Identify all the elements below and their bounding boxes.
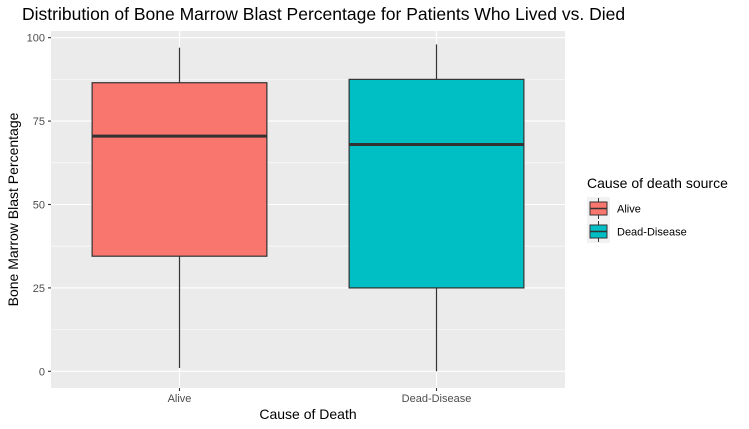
legend-label: Dead-Disease <box>617 227 687 239</box>
box-body <box>91 82 268 257</box>
legend-title: Cause of death source <box>587 175 728 191</box>
box-dead-disease <box>348 44 525 372</box>
y-tick-label: 0 <box>39 366 45 378</box>
y-tick-label: 100 <box>27 33 45 45</box>
y-axis: 0 25 50 75 100 <box>27 33 51 378</box>
y-tick-label: 75 <box>33 116 45 128</box>
y-tick-label: 50 <box>33 199 45 211</box>
x-tick-label: Dead-Disease <box>402 393 472 405</box>
legend-label: Alive <box>617 204 641 216</box>
x-axis: Alive Dead-Disease <box>168 388 472 405</box>
chart-title: Distribution of Bone Marrow Blast Percen… <box>22 4 625 24</box>
boxes <box>91 44 525 372</box>
box-alive <box>91 47 268 368</box>
x-axis-title: Cause of Death <box>259 406 356 422</box>
y-tick-label: 25 <box>33 283 45 295</box>
legend-item: Alive <box>587 197 641 220</box>
y-axis-title: Bone Marrow Blast Percentage <box>5 112 21 306</box>
box-body <box>348 78 525 289</box>
x-tick-label: Alive <box>168 393 192 405</box>
legend: Cause of death source Alive Dead-Disease <box>587 175 728 243</box>
legend-item: Dead-Disease <box>587 220 687 243</box>
